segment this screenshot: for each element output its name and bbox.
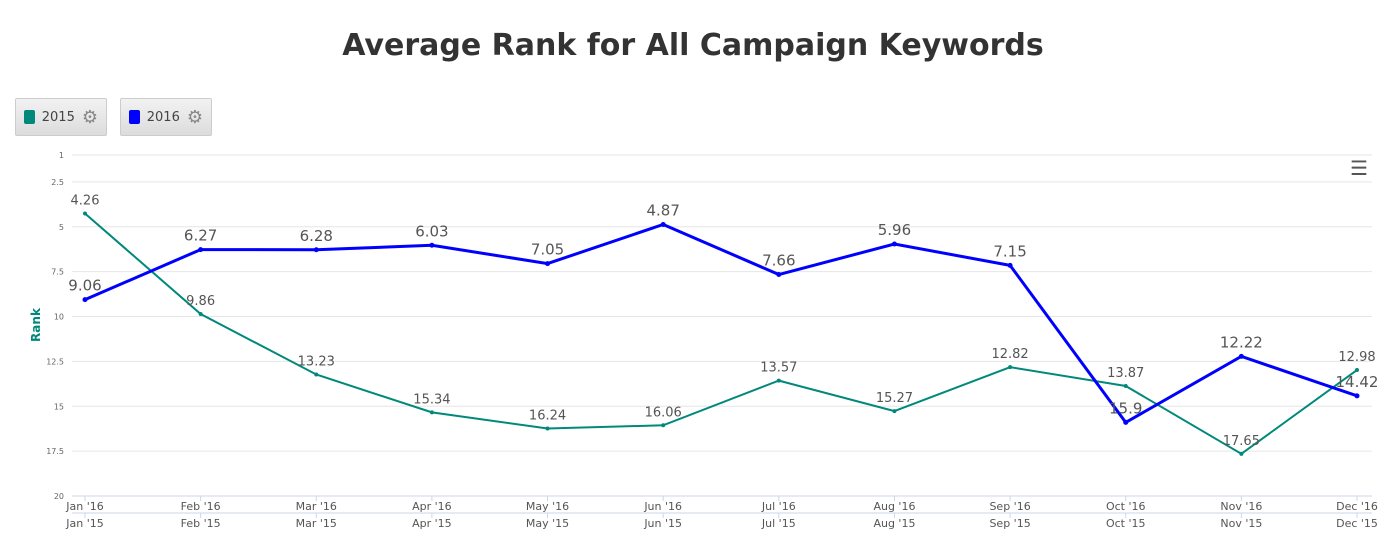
y-axis-title: Rank (29, 307, 43, 342)
data-point-2015[interactable] (314, 372, 319, 377)
data-label-2016: 7.66 (762, 252, 795, 270)
x-tick-label-2016: Nov '16 (1220, 500, 1262, 513)
data-point-2015[interactable] (661, 423, 666, 428)
data-label-2016: 6.28 (300, 227, 333, 245)
data-point-2015[interactable] (198, 312, 203, 317)
x-tick-label-2015: Aug '15 (873, 517, 915, 530)
x-tick-label-2015: Apr '15 (412, 517, 452, 530)
x-tick-label-2016: Sep '16 (989, 500, 1030, 513)
data-point-2016[interactable] (82, 297, 88, 303)
x-tick-label-2015: Jun '15 (643, 517, 682, 530)
data-point-2015[interactable] (892, 409, 897, 414)
data-label-2016: 5.96 (878, 221, 911, 239)
gear-icon[interactable]: ⚙ (81, 106, 98, 128)
data-label-2015: 13.57 (760, 361, 797, 376)
data-label-2015: 15.34 (413, 392, 450, 407)
data-label-2016: 6.27 (184, 227, 217, 245)
x-tick-label-2016: Jul '16 (761, 500, 796, 513)
y-tick-label: 15 (54, 402, 64, 411)
data-point-2016[interactable] (545, 261, 551, 267)
x-tick-label-2016: Jan '16 (65, 500, 103, 513)
x-tick-label-2015: Nov '15 (1220, 517, 1262, 530)
x-tick-label-2015: May '15 (526, 517, 569, 530)
data-label-2015: 15.27 (876, 391, 913, 406)
x-tick-label-2016: Aug '16 (873, 500, 915, 513)
data-label-2016: 9.06 (68, 277, 101, 295)
legend-item-2016[interactable]: 2016 ⚙ (120, 98, 212, 136)
x-tick-label-2015: Jul '15 (761, 517, 796, 530)
legend-label: 2016 (146, 109, 180, 125)
x-tick-label-2016: May '16 (526, 500, 569, 513)
menu-icon[interactable]: ☰ (1350, 156, 1368, 180)
data-point-2016[interactable] (1238, 353, 1244, 359)
x-tick-label-2016: Jun '16 (643, 500, 682, 513)
y-tick-label: 17.5 (46, 447, 64, 456)
data-label-2016: 14.42 (1336, 373, 1379, 391)
data-point-2016[interactable] (776, 272, 782, 278)
legend-swatch-2016 (129, 110, 140, 124)
gear-icon[interactable]: ⚙ (186, 106, 203, 128)
data-point-2015[interactable] (1239, 451, 1244, 456)
x-tick-label-2016: Dec '16 (1336, 500, 1378, 513)
data-point-2015[interactable] (429, 410, 434, 415)
data-point-2015[interactable] (545, 426, 550, 431)
data-point-2015[interactable] (1123, 383, 1128, 388)
data-label-2015: 16.24 (529, 409, 566, 424)
x-tick-label-2016: Apr '16 (412, 500, 452, 513)
data-label-2015: 12.82 (991, 347, 1028, 362)
data-label-2015: 13.87 (1107, 366, 1144, 381)
data-label-2016: 6.03 (415, 222, 448, 240)
data-label-2016: 7.05 (531, 241, 564, 259)
x-tick-label-2015: Jan '15 (65, 517, 103, 530)
legend-item-2015[interactable]: 2015 ⚙ (15, 98, 107, 136)
x-tick-label-2015: Mar '15 (296, 517, 337, 530)
data-point-2016[interactable] (1007, 262, 1013, 268)
y-tick-label: 1 (59, 151, 64, 160)
data-point-2016[interactable] (198, 247, 204, 253)
y-tick-label: 20 (54, 492, 64, 501)
data-label-2015: 16.06 (645, 405, 682, 420)
series-line-2016 (84, 222, 1358, 425)
data-label-2015: 4.26 (71, 194, 100, 209)
data-label-2015: 9.86 (186, 294, 215, 309)
x-tick-label-2016: Feb '16 (181, 500, 221, 513)
data-point-2016[interactable] (429, 242, 435, 248)
data-label-2016: 15.9 (1109, 399, 1142, 417)
data-label-2016: 7.15 (993, 242, 1026, 260)
data-label-2015: 13.23 (298, 354, 335, 369)
x-tick-label-2015: Dec '15 (1336, 517, 1378, 530)
legend-swatch-2015 (24, 110, 35, 124)
x-tick-label-2015: Feb '15 (181, 517, 221, 530)
y-tick-label: 7.5 (51, 268, 64, 277)
data-label-2016: 12.22 (1220, 333, 1263, 351)
series-line-2015 (84, 212, 1358, 456)
x-tick-label-2015: Sep '15 (989, 517, 1030, 530)
chart-title: Average Rank for All Campaign Keywords (342, 28, 1044, 63)
data-point-2016[interactable] (1123, 419, 1129, 425)
data-point-2016[interactable] (313, 247, 319, 253)
data-point-2016[interactable] (660, 221, 666, 227)
data-point-2016[interactable] (1354, 393, 1360, 399)
data-point-2015[interactable] (1008, 365, 1013, 370)
x-tick-label-2015: Oct '15 (1106, 517, 1146, 530)
data-point-2015[interactable] (83, 211, 87, 216)
y-tick-label: 12.5 (46, 357, 64, 366)
data-label-2015: 12.98 (1338, 350, 1375, 365)
y-tick-label: 5 (59, 223, 64, 232)
data-point-2016[interactable] (891, 241, 897, 247)
legend-label: 2015 (41, 109, 75, 125)
data-label-2016: 4.87 (646, 201, 679, 219)
y-tick-label: 10 (54, 313, 64, 322)
x-tick-label-2016: Mar '16 (296, 500, 337, 513)
data-label-2015: 17.65 (1223, 434, 1260, 449)
data-point-2015[interactable] (776, 378, 781, 383)
x-tick-label-2016: Oct '16 (1106, 500, 1146, 513)
y-tick-label: 2.5 (51, 178, 64, 187)
data-point-2015[interactable] (1355, 368, 1359, 373)
